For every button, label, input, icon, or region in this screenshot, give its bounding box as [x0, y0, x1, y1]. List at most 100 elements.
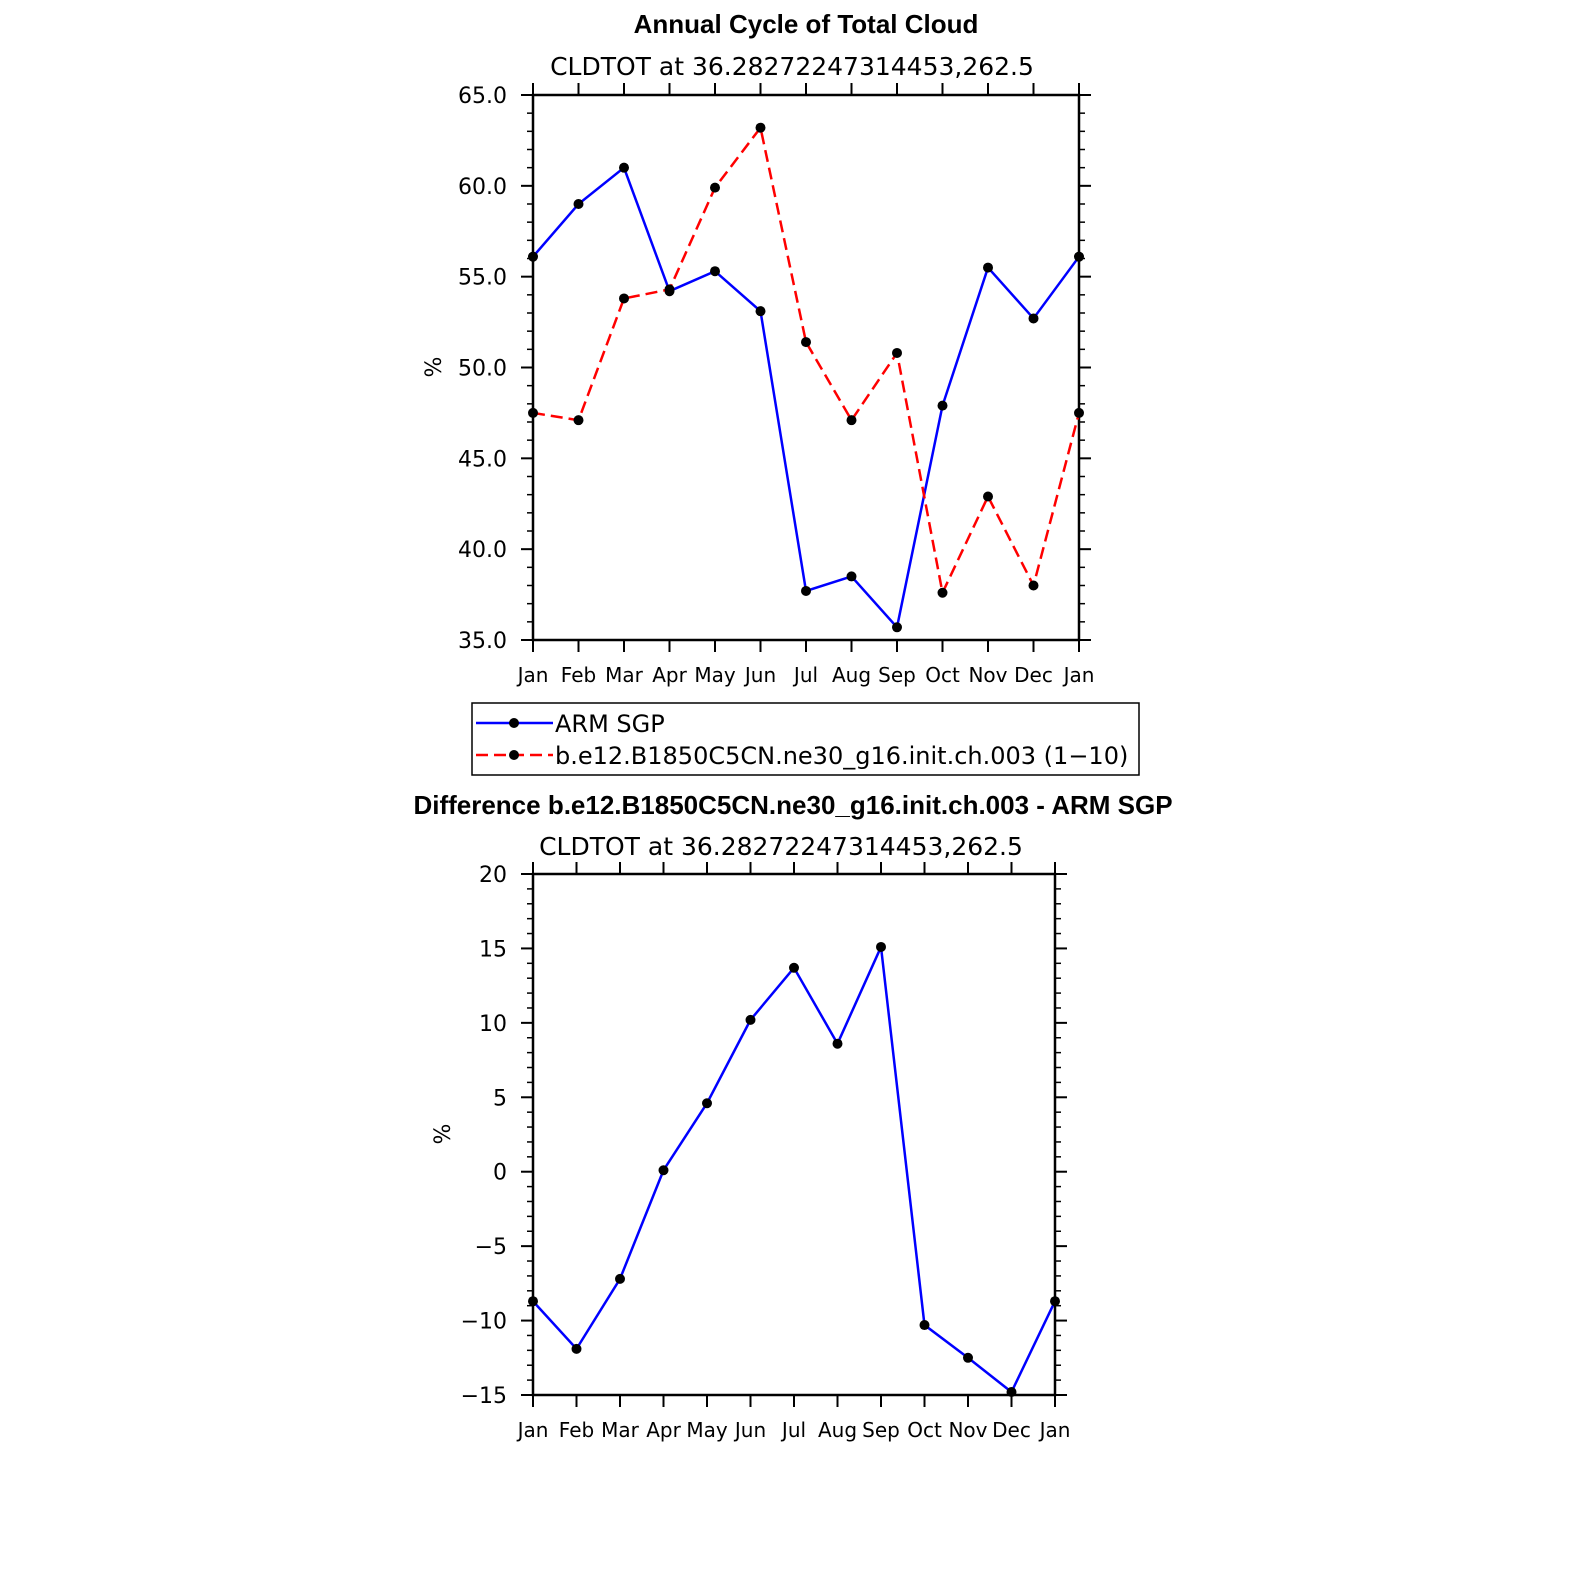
series-1-point: [664, 284, 675, 295]
chart1-ylabel: %: [422, 357, 447, 378]
series-1-point: [528, 407, 538, 418]
series-0-point: [710, 266, 720, 277]
legend-marker-model: [509, 750, 519, 760]
series-1-point: [710, 182, 720, 193]
series-1-point: [1074, 407, 1084, 418]
x-tick-label: Jun: [733, 1418, 766, 1442]
series-0-point: [571, 1343, 582, 1354]
series-0-point: [658, 1165, 669, 1176]
series-0-point: [745, 1014, 756, 1025]
y-tick-label: 0: [493, 1161, 507, 1186]
series-0-point: [573, 199, 584, 209]
y-tick-label: 40.0: [458, 538, 507, 563]
series-0-point: [702, 1098, 712, 1109]
series-0-point: [846, 571, 857, 582]
y-tick-label: −10: [461, 1310, 507, 1335]
series-line-0: [532, 165, 1081, 630]
legend-entry-model: b.e12.B1850C5CN.ne30_g16.init.ch.003 (1−…: [476, 742, 1128, 770]
x-tick-label: Feb: [561, 663, 596, 687]
x-tick-label: Oct: [907, 1418, 942, 1442]
y-tick-label: −15: [461, 1384, 507, 1409]
series-0-point: [832, 1038, 843, 1049]
series-1-point: [846, 415, 857, 426]
legend-entry-arm-sgp: ARM SGP: [476, 710, 665, 738]
series-1-point: [801, 337, 811, 348]
y-tick-label: 10: [479, 1012, 507, 1037]
chart1-title: Annual Cycle of Total Cloud: [634, 9, 979, 39]
legend-box: [471, 702, 1140, 776]
y-tick-label: 35.0: [458, 629, 507, 654]
series-0-point: [801, 585, 811, 596]
y-tick-label: 45.0: [458, 447, 507, 472]
series-0-point: [789, 962, 799, 973]
x-tick-label: Dec: [1014, 663, 1053, 687]
series-0-point: [528, 1296, 538, 1307]
x-tick-label: Dec: [992, 1418, 1031, 1442]
series-1-point: [937, 587, 948, 598]
series-0-point: [937, 400, 948, 411]
chart1-plot-frame: [531, 93, 1081, 642]
x-tick-label: May: [694, 663, 736, 687]
x-tick-label: Mar: [605, 663, 644, 687]
series-0-point: [1006, 1387, 1017, 1398]
series-0-point: [963, 1352, 973, 1363]
chart2-ylabel: %: [431, 1124, 456, 1145]
series-line-0: [532, 942, 1057, 1394]
series-1-point: [619, 293, 629, 304]
x-tick-label: Apr: [646, 1418, 681, 1442]
x-tick-label: Nov: [948, 1418, 987, 1442]
x-tick-label: Apr: [652, 663, 687, 687]
y-tick-label: 5: [493, 1086, 507, 1111]
chart1-subtitle: CLDTOT at 36.28272247314453,262.5: [550, 52, 1034, 81]
y-tick-label: −5: [475, 1235, 507, 1260]
series-0-point: [983, 262, 993, 273]
series-0-point: [1074, 251, 1084, 262]
x-tick-label: Nov: [968, 663, 1007, 687]
series-0-point: [876, 941, 886, 952]
y-tick-label: 20: [479, 863, 507, 888]
series-line-1: [532, 124, 1081, 597]
series-1-point: [983, 491, 993, 502]
x-tick-label: Aug: [832, 663, 871, 687]
legend-label-arm-sgp: ARM SGP: [555, 710, 665, 738]
series-0-point: [892, 622, 902, 633]
series-1-point: [1028, 580, 1039, 591]
x-tick-label: Mar: [601, 1418, 640, 1442]
series-0-point: [528, 251, 538, 262]
difference-chart: Difference b.e12.B1850C5CN.ne30_g16.init…: [413, 790, 1172, 1442]
x-tick-label: Jan: [1062, 663, 1095, 687]
legend-marker-arm-sgp: [509, 718, 519, 728]
x-tick-label: Sep: [878, 663, 916, 687]
x-tick-label: Jan: [516, 663, 549, 687]
chart1-legend: ARM SGP b.e12.B1850C5CN.ne30_g16.init.ch…: [471, 702, 1140, 776]
series-0-point: [755, 306, 766, 317]
x-tick-label: Jul: [792, 663, 818, 687]
y-tick-label: 15: [479, 937, 507, 962]
x-tick-label: Jan: [1038, 1418, 1071, 1442]
y-tick-label: 50.0: [458, 357, 507, 382]
chart2-plot-frame: [531, 872, 1057, 1397]
series-0-point: [1050, 1296, 1060, 1307]
x-tick-label: May: [686, 1418, 728, 1442]
x-tick-label: Jul: [780, 1418, 806, 1442]
series-1-point: [755, 122, 766, 133]
series-0-point: [619, 162, 629, 173]
series-1-point: [892, 347, 902, 358]
y-tick-label: 60.0: [458, 175, 507, 200]
x-tick-label: Jun: [743, 663, 776, 687]
legend-label-model: b.e12.B1850C5CN.ne30_g16.init.ch.003 (1−…: [555, 742, 1128, 770]
x-tick-label: Oct: [925, 663, 960, 687]
series-0-point: [919, 1320, 930, 1331]
x-tick-label: Jan: [516, 1418, 549, 1442]
series-0-point: [615, 1273, 625, 1284]
x-tick-label: Feb: [559, 1418, 594, 1442]
series-0-point: [1028, 313, 1039, 324]
annual-cycle-chart: Annual Cycle of Total Cloud CLDTOT at 36…: [422, 9, 1140, 776]
chart2-title: Difference b.e12.B1850C5CN.ne30_g16.init…: [413, 790, 1172, 820]
series-1-point: [573, 415, 584, 426]
y-tick-label: 65.0: [458, 84, 507, 109]
y-tick-label: 55.0: [458, 266, 507, 291]
chart2-subtitle: CLDTOT at 36.28272247314453,262.5: [539, 832, 1023, 861]
x-tick-label: Aug: [818, 1418, 857, 1442]
